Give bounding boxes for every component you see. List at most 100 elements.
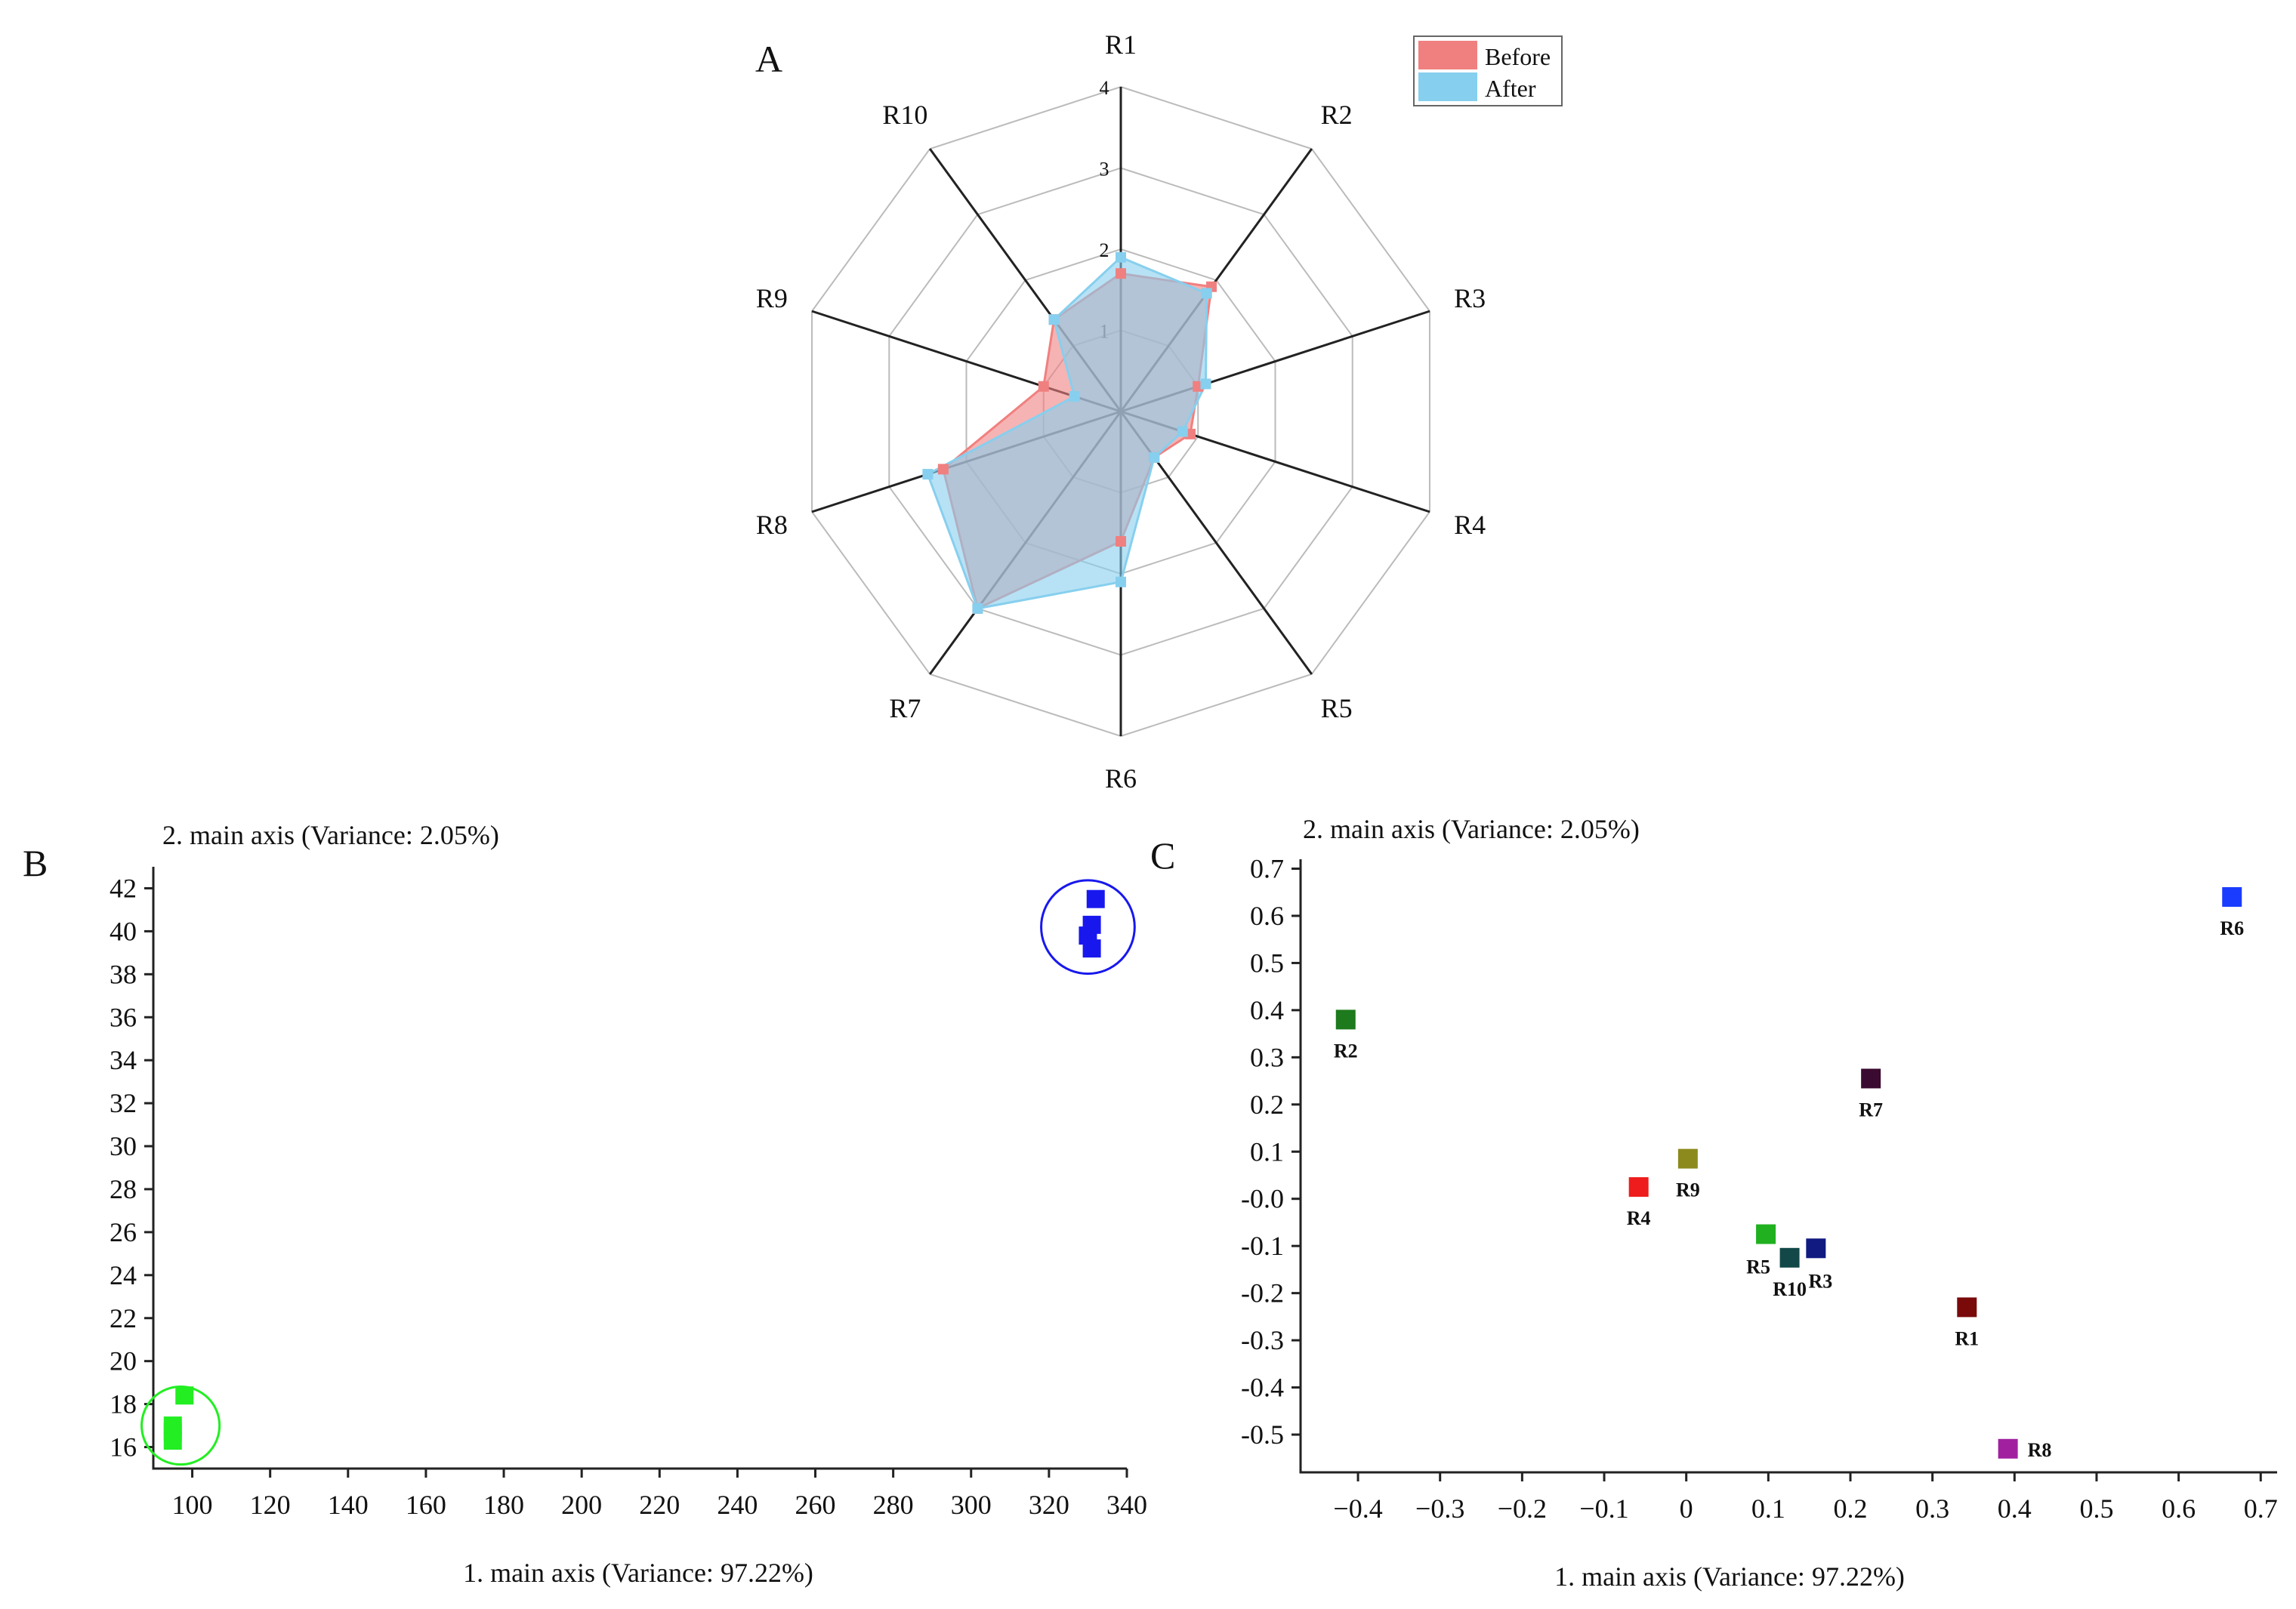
- c-y-tick-label: -0.0: [1241, 1184, 1284, 1214]
- c-point-label-r2: R2: [1334, 1040, 1358, 1062]
- c-point-r1: [1957, 1297, 1977, 1318]
- c-y-axis-title: 2. main axis (Variance: 2.05%): [1303, 814, 1640, 844]
- b-y-tick-label: 42: [110, 873, 137, 903]
- b-y-tick-label: 34: [110, 1045, 137, 1075]
- legend-swatch-before: [1418, 41, 1477, 69]
- c-y-tick-label: 0.5: [1250, 948, 1284, 978]
- radar-marker-after: [1116, 251, 1126, 263]
- radar-axis-label-r10: R10: [882, 100, 927, 130]
- c-point-label-r9: R9: [1676, 1179, 1700, 1201]
- radar-axis-labels: R1 R2 R3 R4 R5 R6 R7 R8 R9 R10: [756, 29, 1486, 794]
- c-point-r6: [2222, 886, 2242, 907]
- radar-area-after: [926, 255, 1208, 610]
- radar-axis-label-r1: R1: [1105, 29, 1137, 60]
- scatter-chart-c: C 2. main axis (Variance: 2.05%) 1. main…: [1150, 814, 2278, 1592]
- b-point: [163, 1431, 182, 1450]
- radar-marker-after: [1048, 314, 1060, 325]
- c-point-label-r4: R4: [1627, 1207, 1651, 1229]
- b-y-tick-label: 28: [110, 1174, 137, 1204]
- b-y-tick-label: 36: [110, 1002, 137, 1032]
- b-y-tick-label: 38: [110, 959, 137, 989]
- radar-r-tick: 2: [1100, 239, 1109, 261]
- b-y-tick-label: 18: [110, 1389, 137, 1419]
- radar-marker-after: [1177, 426, 1188, 437]
- b-y-tick-label: 40: [110, 916, 137, 946]
- c-point-r7: [1861, 1068, 1881, 1089]
- b-x-tick-label: 320: [1029, 1490, 1069, 1520]
- c-point-r9: [1677, 1148, 1698, 1169]
- radar-marker-before: [1038, 381, 1049, 392]
- b-point: [1086, 889, 1105, 908]
- c-axes: −0.4 −0.3 −0.2 −0.1 0 0.1 0.2 0.3 0.4 0.5 0.6 0.7 0.…: [1241, 853, 2278, 1524]
- b-axes: 100 120 140 160 180 200 220 240 260 280 300 320 340 1…: [110, 867, 1147, 1520]
- c-point-r2: [1335, 1009, 1356, 1030]
- c-y-tick-label: 0.7: [1250, 853, 1284, 883]
- radar-legend: Before After: [1413, 35, 1563, 106]
- c-axis-lines: [1299, 859, 2277, 1474]
- radar-axis-label-r9: R9: [756, 283, 788, 313]
- radar-marker-after: [922, 469, 934, 480]
- radar-r-tick: 4: [1100, 77, 1109, 99]
- b-x-tick-label: 220: [639, 1490, 680, 1520]
- b-cluster-ring: [1040, 879, 1136, 976]
- c-point-r4: [1628, 1177, 1649, 1198]
- radar-axis-label-r6: R6: [1105, 763, 1137, 794]
- c-x-tick-label: 0.7: [2244, 1493, 2278, 1524]
- c-y-tick-label: 0.4: [1250, 995, 1284, 1025]
- panel-label-b: B: [23, 842, 48, 884]
- c-x-tick-label: −0.3: [1415, 1493, 1464, 1524]
- b-x-tick-label: 140: [328, 1490, 369, 1520]
- c-x-tick-label: 0.2: [1833, 1493, 1867, 1524]
- radar-axis-label-r4: R4: [1454, 510, 1486, 540]
- c-x-tick-label: 0.1: [1751, 1493, 1785, 1524]
- legend-swatch-after: [1418, 72, 1477, 101]
- b-y-tick-label: 16: [110, 1432, 137, 1463]
- b-x-tick-label: 200: [561, 1490, 602, 1520]
- b-x-tick-label: 180: [483, 1490, 524, 1520]
- c-point-label-r3: R3: [1808, 1270, 1832, 1292]
- c-point-label-r8: R8: [2028, 1439, 2052, 1461]
- c-x-axis-title: 1. main axis (Variance: 97.22%): [1554, 1561, 1905, 1592]
- radar-r-tick: 3: [1100, 159, 1109, 180]
- c-y-tick-label: -0.4: [1241, 1373, 1284, 1403]
- b-point: [175, 1386, 194, 1405]
- c-point-r5: [1756, 1224, 1776, 1244]
- c-x-tick-label: −0.4: [1333, 1493, 1382, 1524]
- scatter-chart-b: B 2. main axis (Variance: 2.05%) 1. main…: [23, 820, 1147, 1588]
- c-point-label-r5: R5: [1746, 1256, 1770, 1278]
- c-x-tick-label: 0.4: [1998, 1493, 2032, 1524]
- b-y-axis-title: 2. main axis (Variance: 2.05%): [162, 820, 499, 850]
- c-y-tick-label: 0.6: [1250, 901, 1284, 931]
- b-point: [1082, 939, 1101, 958]
- radar-axis-label-r3: R3: [1454, 283, 1486, 313]
- c-point-r8: [1998, 1438, 2018, 1459]
- b-y-tick-label: 26: [110, 1217, 137, 1247]
- c-x-tick-label: 0.3: [1915, 1493, 1949, 1524]
- b-x-tick-label: 120: [250, 1490, 291, 1520]
- radar-marker-after: [1201, 288, 1212, 299]
- legend-label-before: Before: [1485, 43, 1551, 70]
- radar-marker-after: [972, 603, 983, 614]
- radar-marker-after: [1200, 378, 1211, 390]
- b-y-tick-label: 30: [110, 1131, 137, 1161]
- c-x-tick-label: −0.2: [1498, 1493, 1547, 1524]
- b-x-axis-title: 1. main axis (Variance: 97.22%): [463, 1558, 813, 1588]
- radar-axis-label-r7: R7: [889, 693, 921, 723]
- c-point-label-r1: R1: [1955, 1327, 1979, 1349]
- radar-series: [922, 251, 1217, 614]
- b-x-tick-label: 280: [873, 1490, 914, 1520]
- c-x-tick-label: 0.6: [2162, 1493, 2196, 1524]
- c-point-r3: [1806, 1238, 1826, 1259]
- b-x-tick-label: 240: [717, 1490, 758, 1520]
- b-y-tick-label: 24: [110, 1260, 137, 1290]
- b-points: [140, 879, 1136, 1466]
- b-axis-lines: [152, 867, 1127, 1470]
- b-x-tick-label: 100: [172, 1490, 213, 1520]
- radar-marker-after: [1149, 452, 1160, 463]
- radar-marker-after: [1116, 576, 1126, 587]
- c-y-tick-label: -0.3: [1241, 1325, 1284, 1355]
- panel-label-a: A: [755, 38, 782, 80]
